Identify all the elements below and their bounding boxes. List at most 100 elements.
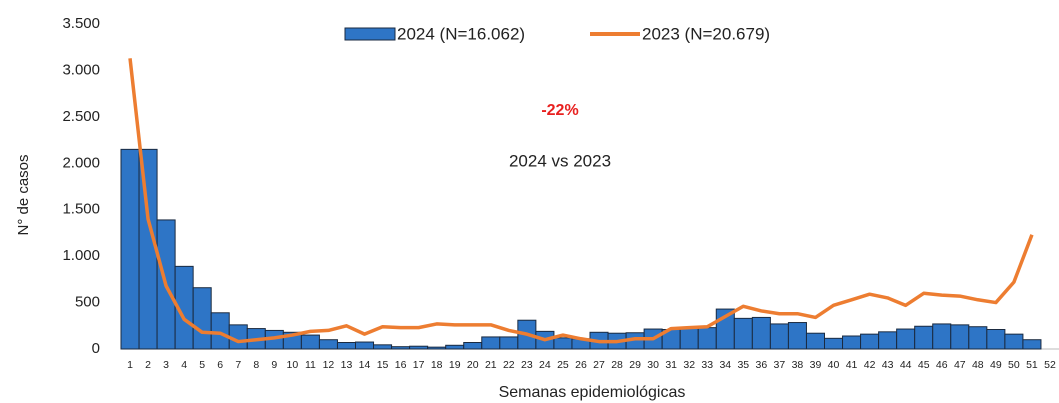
bar (805, 332, 826, 350)
x-tick-label: 28 (611, 359, 623, 371)
x-tick-label: 9 (271, 359, 277, 371)
x-tick-label: 29 (629, 359, 641, 371)
x-tick-label: 4 (181, 359, 187, 371)
x-tick-label: 25 (557, 359, 569, 371)
x-tick-label: 2 (145, 359, 151, 371)
y-tick-label: 2.500 (62, 108, 100, 125)
x-tick-label: 32 (683, 359, 695, 371)
x-tick-label: 40 (828, 359, 840, 371)
x-tick-label: 34 (719, 359, 731, 371)
x-tick-label: 19 (449, 359, 461, 371)
bar (824, 337, 844, 350)
x-tick-label: 22 (503, 359, 515, 371)
line (128, 58, 1034, 344)
x-tick-label: 43 (882, 359, 894, 371)
x-tick-label: 11 (305, 359, 316, 371)
x-tick-label: 33 (701, 359, 713, 371)
bar (409, 345, 429, 350)
x-tick-label: 5 (199, 359, 205, 371)
x-tick-label: 36 (756, 359, 768, 371)
annotation-comparison: 2024 vs 2023 (509, 151, 611, 170)
bar (120, 148, 140, 350)
x-tick-label: 20 (467, 359, 479, 371)
x-tick-label: 24 (539, 359, 551, 371)
x-tick-label: 41 (846, 359, 858, 371)
legend-swatch (344, 27, 396, 41)
x-tick-label: 38 (792, 359, 804, 371)
bar (192, 287, 212, 350)
bar (138, 148, 158, 350)
bar (968, 326, 988, 350)
x-tick-label: 51 (1026, 359, 1038, 371)
x-tick-label: 26 (575, 359, 587, 371)
bar (842, 335, 862, 350)
x-tick-label: 30 (647, 359, 659, 371)
x-tick-label: 6 (217, 359, 223, 371)
bar (896, 328, 916, 350)
y-tick-label: 500 (75, 294, 100, 311)
x-tick-label: 31 (665, 359, 677, 371)
x-axis-label: Semanas epidemiológicas (499, 384, 686, 401)
x-tick-label: 1 (127, 359, 133, 371)
x-tick-label: 42 (864, 359, 876, 371)
x-tick-label: 37 (774, 359, 786, 371)
bar (878, 331, 898, 350)
x-tick-label: 52 (1044, 359, 1056, 371)
x-tick-label: 23 (521, 359, 533, 371)
bar (210, 312, 230, 350)
bar (769, 323, 789, 350)
y-tick-label: 1.000 (62, 247, 100, 264)
bar (986, 329, 1006, 350)
bar (355, 341, 375, 350)
bar (914, 325, 934, 350)
bar (679, 327, 699, 350)
x-tick-label: 18 (431, 359, 443, 371)
bar (860, 333, 880, 350)
y-axis-label: N° de casos (15, 154, 32, 235)
bar (481, 336, 501, 350)
bar (932, 323, 952, 350)
y-tick-label: 1.500 (62, 201, 100, 218)
x-tick-label: 16 (395, 359, 407, 371)
x-tick-label: 21 (485, 359, 497, 371)
x-tick-label: 39 (810, 359, 822, 371)
x-tick-label: 3 (163, 359, 169, 371)
x-tick-label: 49 (990, 359, 1002, 371)
x-tick-label: 48 (972, 359, 984, 371)
x-tick-label: 45 (918, 359, 930, 371)
bar (318, 339, 338, 350)
bar (733, 317, 753, 350)
bar (445, 344, 465, 350)
x-tick-label: 14 (359, 359, 371, 371)
x-tick-label: 50 (1008, 359, 1020, 371)
x-tick-label: 10 (287, 359, 299, 371)
y-tick-label: 3.000 (62, 61, 100, 78)
bar (697, 327, 717, 350)
x-tick-label: 44 (900, 359, 912, 371)
bar (463, 342, 483, 350)
x-tick-label: 12 (323, 359, 335, 371)
legend-label: 2024 (N=16.062) (397, 24, 525, 43)
bar (391, 346, 411, 350)
bar (300, 334, 320, 350)
x-tick-label: 35 (737, 359, 749, 371)
y-tick-label: 3.500 (62, 15, 100, 32)
y-tick-label: 2.000 (62, 154, 100, 171)
bar (1004, 333, 1024, 350)
bar (950, 324, 970, 350)
bar (553, 337, 573, 350)
legend-label: 2023 (N=20.679) (642, 24, 770, 43)
x-tick-label: 13 (341, 359, 353, 371)
bar (787, 322, 807, 350)
bar (373, 344, 393, 350)
bar (336, 342, 357, 350)
x-tick-label: 15 (377, 359, 389, 371)
annotation-change: -22% (541, 102, 578, 119)
x-tick-label: 46 (936, 359, 948, 371)
bar (499, 336, 519, 350)
bar (751, 316, 771, 350)
bar (427, 346, 447, 350)
x-tick-label: 47 (954, 359, 966, 371)
x-tick-label: 8 (253, 359, 259, 371)
